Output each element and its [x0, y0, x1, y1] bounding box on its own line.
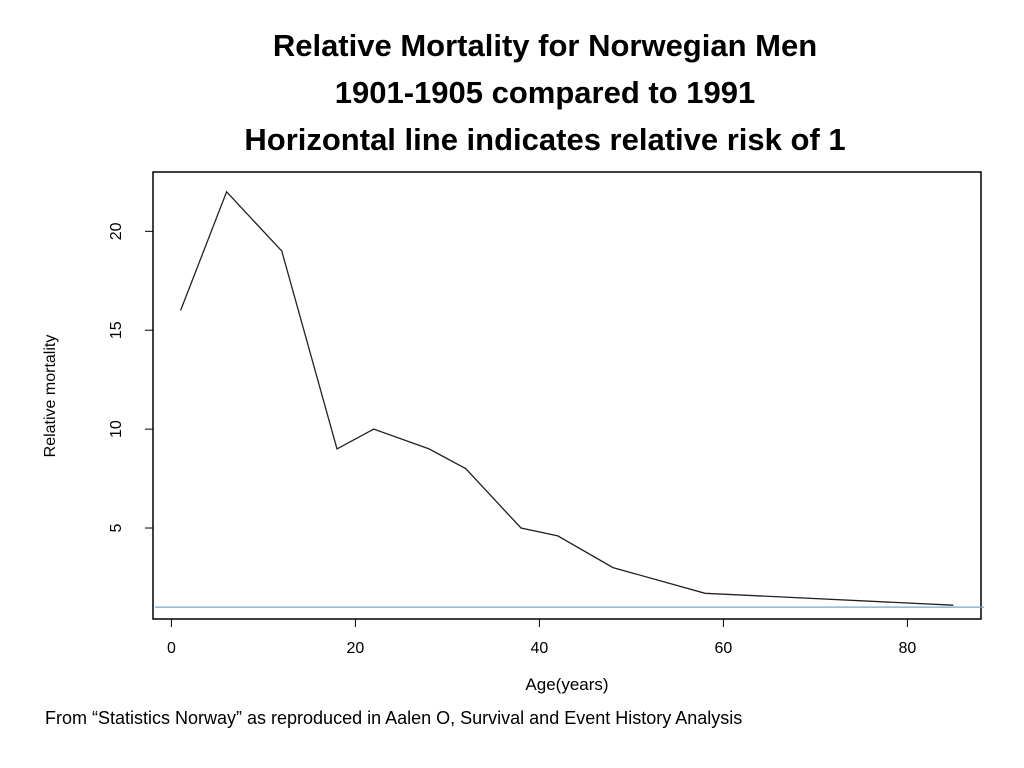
x-tick-label: 0 [167, 640, 176, 657]
y-axis-label: Relative mortality [42, 335, 59, 458]
x-tick-label: 80 [899, 640, 917, 657]
x-axis-label: Age(years) [525, 675, 608, 694]
x-tick-label: 20 [347, 640, 365, 657]
source-caption: From “Statistics Norway” as reproduced i… [45, 708, 743, 728]
plot-frame [152, 171, 982, 620]
y-axis: 5 10 15 20 [108, 222, 153, 532]
y-tick-label: 15 [108, 321, 125, 339]
title-line-2: 1901-1905 compared to 1991 [334, 75, 756, 110]
y-tick-label: 20 [108, 222, 125, 240]
slide-title: Relative Mortality for Norwegian Men 190… [0, 22, 1024, 163]
y-tick-label: 10 [108, 420, 125, 438]
series-line [179, 190, 954, 606]
y-tick-label: 5 [108, 523, 125, 532]
title-line-3: Horizontal line indicates relative risk … [244, 122, 846, 157]
x-tick-label: 60 [715, 640, 733, 657]
x-tick-label: 40 [531, 640, 549, 657]
x-axis: 0 20 40 60 80 [167, 619, 916, 657]
title-line-1: Relative Mortality for Norwegian Men [272, 28, 818, 63]
